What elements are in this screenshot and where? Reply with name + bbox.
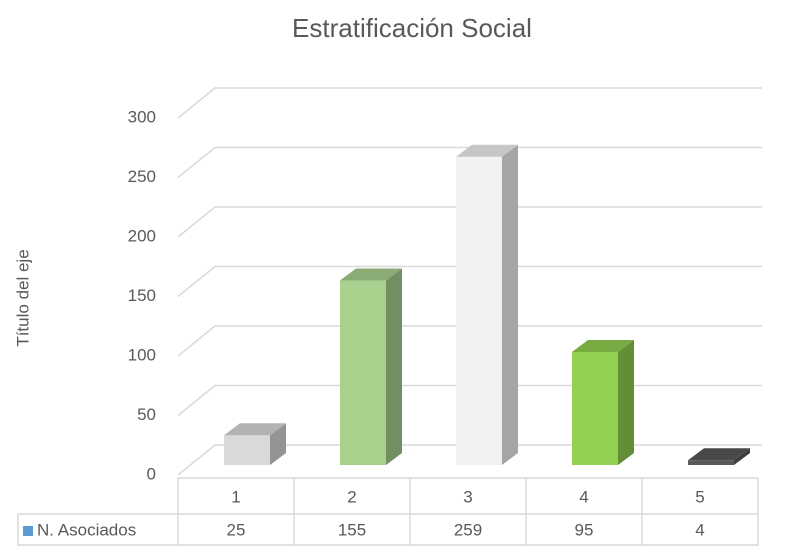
- y-tick-label: 200: [128, 226, 156, 245]
- x-tick-label: 2: [347, 487, 356, 506]
- y-tick-label: 0: [147, 464, 156, 483]
- y-tick-label: 100: [128, 345, 156, 364]
- grid-line: [177, 146, 762, 179]
- data-label: 259: [454, 520, 482, 539]
- bar-side: [386, 268, 402, 465]
- data-label: 155: [338, 520, 366, 539]
- bar-front: [572, 351, 618, 465]
- x-tick-label: 1: [231, 487, 240, 506]
- y-tick-label: 50: [137, 405, 156, 424]
- bar-front: [688, 460, 734, 465]
- bar-top: [688, 448, 750, 461]
- legend-label: N. Asociados: [37, 520, 136, 539]
- bar-side: [270, 423, 286, 465]
- grid-line: [177, 206, 762, 238]
- bar-side: [734, 448, 750, 465]
- x-tick-label: 5: [695, 487, 704, 506]
- grid-line: [177, 325, 762, 357]
- chart-title: Estratificación Social: [292, 13, 532, 43]
- bar-side: [502, 144, 518, 466]
- bar-side: [618, 339, 634, 465]
- data-label: 4: [695, 520, 704, 539]
- bar-front: [340, 280, 386, 465]
- y-tick-label: 300: [128, 107, 156, 126]
- y-axis-title: Título del eje: [13, 249, 32, 346]
- bar-front: [456, 156, 502, 466]
- data-label: 25: [227, 520, 246, 539]
- grid-line: [177, 87, 762, 119]
- bar-front: [224, 435, 270, 465]
- bar-top: [456, 144, 518, 157]
- y-tick-label: 250: [128, 167, 156, 186]
- x-tick-label: 3: [463, 487, 472, 506]
- grid-line: [177, 265, 762, 298]
- y-tick-label: 150: [128, 286, 156, 305]
- bar-top: [224, 423, 286, 436]
- bar-top: [340, 268, 402, 281]
- bar-top: [572, 339, 634, 352]
- data-label: 95: [575, 520, 594, 539]
- x-tick-label: 4: [579, 487, 588, 506]
- legend-key: [23, 526, 33, 536]
